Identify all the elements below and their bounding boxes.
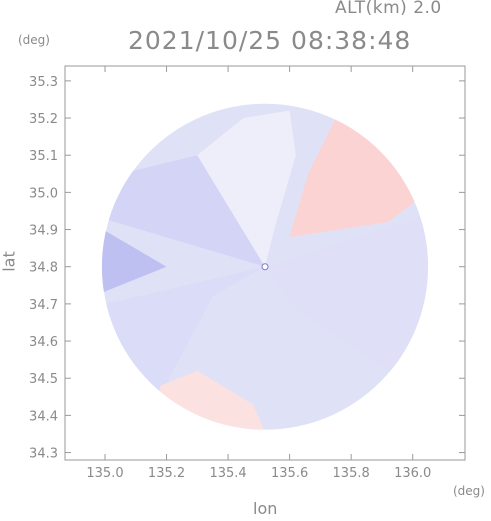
y-tick-label: 35.2	[29, 112, 58, 127]
y-tick-label: 35.3	[29, 75, 58, 90]
y-tick-label: 35.0	[29, 186, 58, 201]
x-tick-label: 135.8	[333, 466, 370, 481]
x-axis-title: lon	[253, 499, 278, 518]
velocity-region-north-light	[197, 110, 296, 267]
velocity-region-south-receding	[151, 370, 275, 430]
x-tick-label: 136.0	[394, 466, 431, 481]
y-tick-label: 34.6	[29, 335, 58, 350]
velocity-region-east-approaching	[265, 214, 429, 379]
axis-ticks: 135.0 135.2 135.4 135.6 135.8 136.0 34.3 34.4 34…	[29, 66, 465, 481]
y-tick-label: 34.9	[29, 224, 58, 239]
x-tick-label: 135.0	[86, 466, 123, 481]
velocity-region-west-approaching	[101, 207, 167, 308]
x-tick-label: 135.6	[271, 466, 308, 481]
x-tick-label: 135.2	[148, 466, 185, 481]
y-axis-unit: (deg)	[18, 33, 50, 47]
velocity-region-north-edge-receding	[296, 81, 358, 100]
radar-site-marker	[261, 263, 269, 271]
y-tick-label: 34.8	[29, 261, 58, 276]
y-tick-label: 34.4	[29, 409, 58, 424]
data-layer	[101, 81, 429, 430]
y-tick-label: 34.7	[29, 298, 58, 313]
altitude-label: ALT(km) 2.0	[335, 0, 442, 18]
x-axis-unit: (deg)	[453, 484, 485, 498]
plot-frame	[64, 65, 466, 461]
x-tick-label: 135.4	[209, 466, 246, 481]
timestamp-title: 2021/10/25 08:38:48	[128, 26, 412, 55]
y-tick-label: 34.3	[29, 447, 58, 462]
y-tick-label: 34.5	[29, 372, 58, 387]
y-tick-label: 35.1	[29, 149, 58, 164]
radar-coverage	[101, 81, 429, 430]
